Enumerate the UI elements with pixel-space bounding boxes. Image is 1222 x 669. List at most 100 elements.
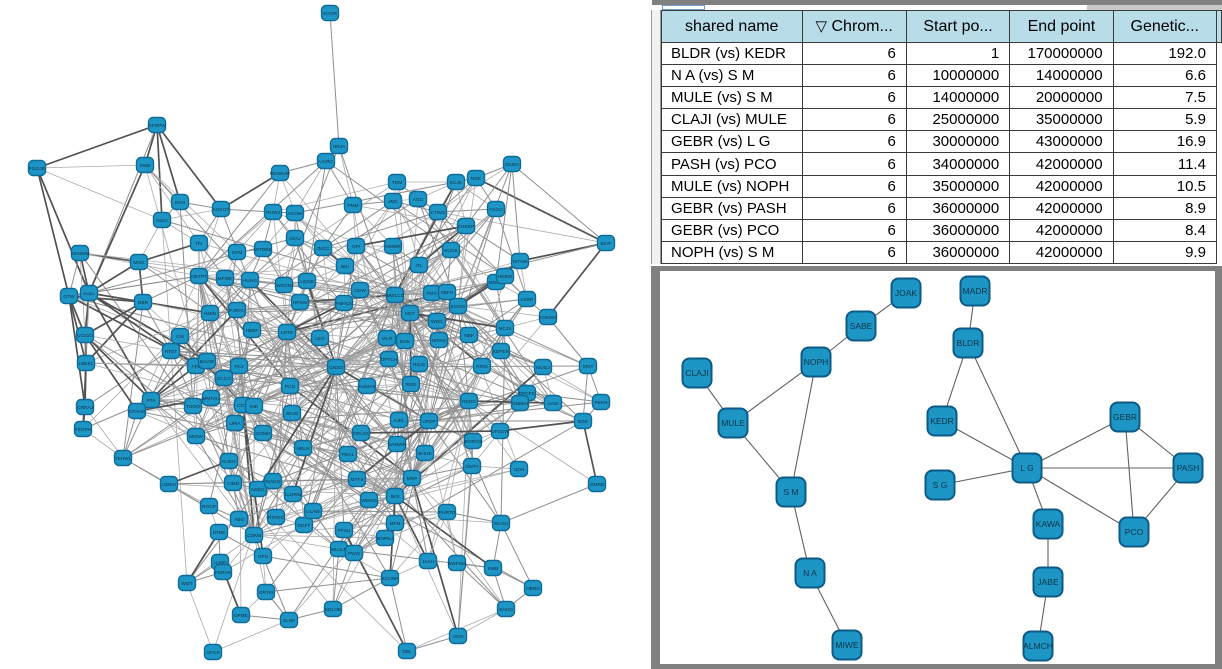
svg-text:LSRR: LSRR [521, 297, 534, 303]
svg-text:CPAHD: CPAHD [129, 409, 146, 415]
svg-text:WWLCG: WWLCG [386, 293, 405, 299]
svg-text:WTDBE: WTDBE [254, 247, 271, 253]
svg-text:RTET: RTET [165, 349, 178, 355]
svg-text:MCJS: MCJS [498, 326, 511, 332]
svg-text:PCJ: PCJ [234, 364, 244, 370]
svg-text:GRTKI: GRTKI [259, 590, 274, 596]
svg-text:AJKL: AJKL [393, 418, 405, 424]
svg-text:RMS: RMS [406, 382, 417, 388]
svg-text:PASH: PASH [1177, 463, 1200, 473]
svg-text:TDM: TDM [392, 180, 402, 186]
svg-text:PDAL: PDAL [342, 452, 355, 458]
svg-text:NOPH: NOPH [804, 357, 829, 367]
svg-text:KMB: KMB [488, 566, 498, 572]
svg-text:NSCI: NSCI [156, 218, 167, 224]
svg-text:ECCO: ECCO [217, 376, 231, 382]
svg-text:UNO: UNO [453, 634, 464, 640]
svg-text:NIPAG: NIPAG [432, 338, 447, 344]
svg-text:SWB: SWB [140, 163, 151, 169]
svg-text:WCSU: WCSU [494, 521, 509, 527]
svg-text:AGG: AGG [413, 197, 424, 203]
svg-text:OPTCH: OPTCH [381, 357, 398, 363]
svg-text:HPSW: HPSW [293, 300, 308, 306]
svg-text:JMC: JMC [388, 199, 398, 205]
svg-text:LRTE: LRTE [281, 330, 293, 336]
svg-text:EDLOE: EDLOE [325, 607, 341, 613]
svg-text:AUMAS: AUMAS [358, 384, 375, 390]
svg-text:HMIN: HMIN [204, 311, 217, 317]
svg-text:BGE: BGE [578, 419, 588, 425]
svg-text:DTBE: DTBE [213, 530, 226, 536]
svg-text:SBFH: SBFH [441, 290, 454, 296]
svg-text:PWIS: PWIS [348, 551, 360, 557]
svg-text:CIMD: CIMD [227, 481, 240, 487]
svg-text:NAMWN: NAMWN [388, 442, 407, 448]
svg-text:FDOJE: FDOJE [29, 166, 45, 172]
svg-text:DMTA: DMTA [465, 464, 479, 470]
svg-text:PTA: PTA [147, 398, 157, 404]
svg-text:RHWJ: RHWJ [266, 210, 280, 216]
svg-text:GEBR: GEBR [1113, 412, 1137, 422]
svg-text:DGFF: DGFF [297, 523, 310, 529]
svg-text:GTW: GTW [63, 294, 75, 300]
svg-text:ULAW: ULAW [306, 509, 320, 515]
svg-text:GFM: GFM [232, 250, 243, 256]
svg-text:WTAW: WTAW [513, 259, 528, 265]
svg-text:IALR: IALR [382, 336, 393, 342]
svg-text:EHUD: EHUD [499, 607, 513, 613]
svg-text:OETPT: OETPT [191, 274, 207, 280]
svg-text:JAAH: JAAH [422, 559, 435, 565]
svg-text:WGRGS: WGRGS [464, 439, 483, 445]
svg-text:MMTAU: MMTAU [202, 396, 220, 402]
svg-text:WADG: WADG [266, 479, 281, 485]
svg-text:NMWR: NMWR [385, 244, 401, 250]
svg-text:KGEEP: KGEEP [458, 224, 475, 230]
svg-text:CDKM: CDKM [247, 533, 261, 539]
svg-text:MUGJ: MUGJ [536, 365, 550, 371]
svg-text:JABE: JABE [1037, 577, 1059, 587]
svg-text:DBR: DBR [138, 300, 149, 306]
svg-text:HEBW: HEBW [498, 274, 513, 280]
svg-text:UPIA: UPIA [229, 421, 241, 427]
svg-text:GENWM: GENWM [71, 251, 90, 257]
svg-text:OIAU: OIAU [289, 236, 301, 242]
svg-text:BIU: BIU [341, 264, 350, 270]
svg-text:CCW: CCW [237, 403, 249, 409]
svg-text:MIWE: MIWE [835, 640, 858, 650]
svg-text:NSEG: NSEG [251, 487, 265, 493]
svg-text:KCJK: KCJK [450, 180, 463, 186]
svg-text:OPI: OPI [352, 244, 360, 250]
svg-text:DABO: DABO [505, 162, 519, 168]
svg-text:PJRFC: PJRFC [229, 308, 245, 314]
svg-text:MIGW: MIGW [189, 434, 203, 440]
svg-text:N A: N A [803, 568, 817, 578]
svg-text:FKOPH: FKOPH [75, 427, 92, 433]
svg-text:KUKG: KUKG [222, 459, 236, 465]
svg-text:SLNF: SLNF [283, 618, 295, 624]
svg-text:SRIT: SRIT [583, 364, 594, 370]
svg-text:NRLN: NRLN [296, 446, 310, 452]
svg-text:JMCC: JMCC [316, 246, 330, 252]
svg-text:TEHWL: TEHWL [115, 456, 132, 462]
svg-text:JEUG: JEUG [286, 411, 299, 417]
svg-text:SOOR: SOOR [323, 11, 338, 17]
svg-text:ABS: ABS [234, 517, 244, 523]
svg-text:UDH: UDH [514, 467, 525, 473]
svg-text:AULL: AULL [83, 291, 95, 297]
svg-text:BCIF: BCIF [601, 241, 612, 247]
svg-text:IIKS: IIKS [390, 494, 399, 500]
svg-text:GBL: GBL [402, 649, 412, 655]
svg-text:RTPEG: RTPEG [268, 515, 285, 521]
svg-text:SABE: SABE [850, 321, 873, 331]
svg-text:JOAK: JOAK [895, 288, 918, 298]
svg-text:CTWG: CTWG [431, 210, 446, 216]
svg-text:PMM: PMM [347, 203, 358, 209]
svg-text:NDE: NDE [471, 176, 481, 182]
svg-text:LLDRW: LLDRW [285, 492, 302, 498]
svg-text:BHIJK: BHIJK [418, 451, 432, 457]
svg-text:TOOO: TOOO [186, 404, 200, 410]
svg-text:NBF: NBF [464, 333, 474, 339]
svg-text:DFME: DFME [234, 613, 248, 619]
svg-text:MST: MST [405, 311, 415, 317]
svg-text:BNPNJ: BNPNJ [377, 536, 393, 542]
